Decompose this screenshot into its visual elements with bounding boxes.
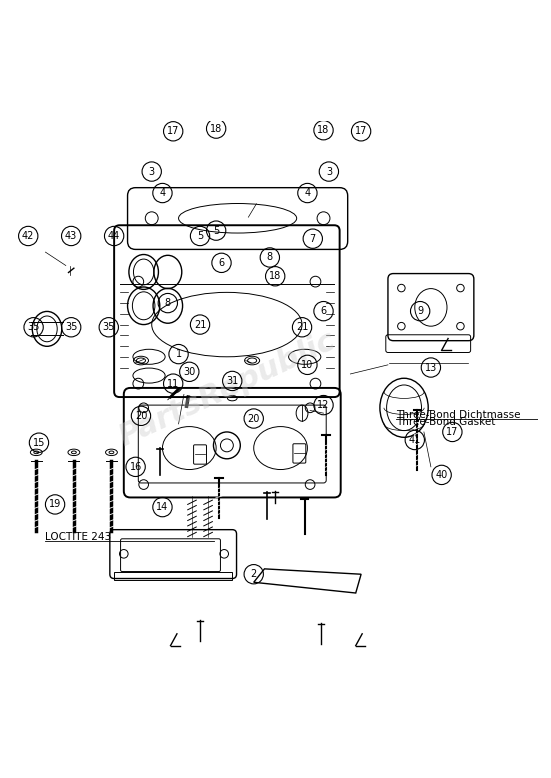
Text: 17: 17 [355, 126, 368, 136]
Text: 18: 18 [269, 272, 282, 282]
Text: 8: 8 [165, 298, 171, 308]
Text: 31: 31 [226, 376, 239, 386]
Text: 2: 2 [251, 569, 257, 580]
Text: 10: 10 [301, 360, 314, 370]
Text: 5: 5 [197, 231, 203, 241]
Text: 43: 43 [65, 231, 77, 241]
Text: 5: 5 [213, 226, 219, 236]
Text: 14: 14 [156, 502, 169, 512]
Text: 20: 20 [247, 414, 260, 423]
Text: Three-Bond Dichtmasse: Three-Bond Dichtmasse [396, 410, 521, 420]
Text: 42: 42 [22, 231, 34, 241]
Text: 3: 3 [326, 166, 332, 177]
Text: 11: 11 [167, 379, 179, 389]
Text: Three-Bond Gasket: Three-Bond Gasket [396, 417, 495, 427]
Text: 30: 30 [183, 366, 196, 377]
Text: 18: 18 [317, 125, 329, 135]
Text: 3: 3 [149, 166, 155, 177]
Text: 4: 4 [159, 188, 165, 198]
Text: 8: 8 [267, 253, 273, 262]
Text: 19: 19 [49, 499, 61, 510]
Text: LOCTITE 243: LOCTITE 243 [45, 531, 111, 541]
Text: 20: 20 [135, 411, 147, 421]
Text: 4: 4 [304, 188, 310, 198]
Text: 9: 9 [417, 307, 423, 316]
Text: 21: 21 [296, 322, 308, 332]
Text: 6: 6 [321, 307, 327, 316]
Text: 12: 12 [317, 400, 329, 410]
Text: 15: 15 [33, 438, 45, 447]
Text: 35: 35 [65, 322, 77, 332]
Text: 35: 35 [102, 322, 115, 332]
Text: 44: 44 [108, 231, 120, 241]
Text: 17: 17 [167, 126, 180, 136]
Text: 21: 21 [194, 320, 206, 330]
Text: 7: 7 [310, 233, 316, 244]
Text: 16: 16 [129, 462, 142, 471]
Text: 1: 1 [176, 349, 182, 359]
Text: PartsRepublic: PartsRepublic [114, 326, 340, 452]
Text: 18: 18 [210, 124, 222, 134]
Text: 13: 13 [425, 363, 437, 373]
Text: 35: 35 [28, 322, 40, 332]
Text: 41: 41 [409, 435, 421, 445]
Text: 17: 17 [446, 427, 458, 437]
Text: 40: 40 [435, 470, 448, 480]
Text: 6: 6 [218, 258, 225, 268]
